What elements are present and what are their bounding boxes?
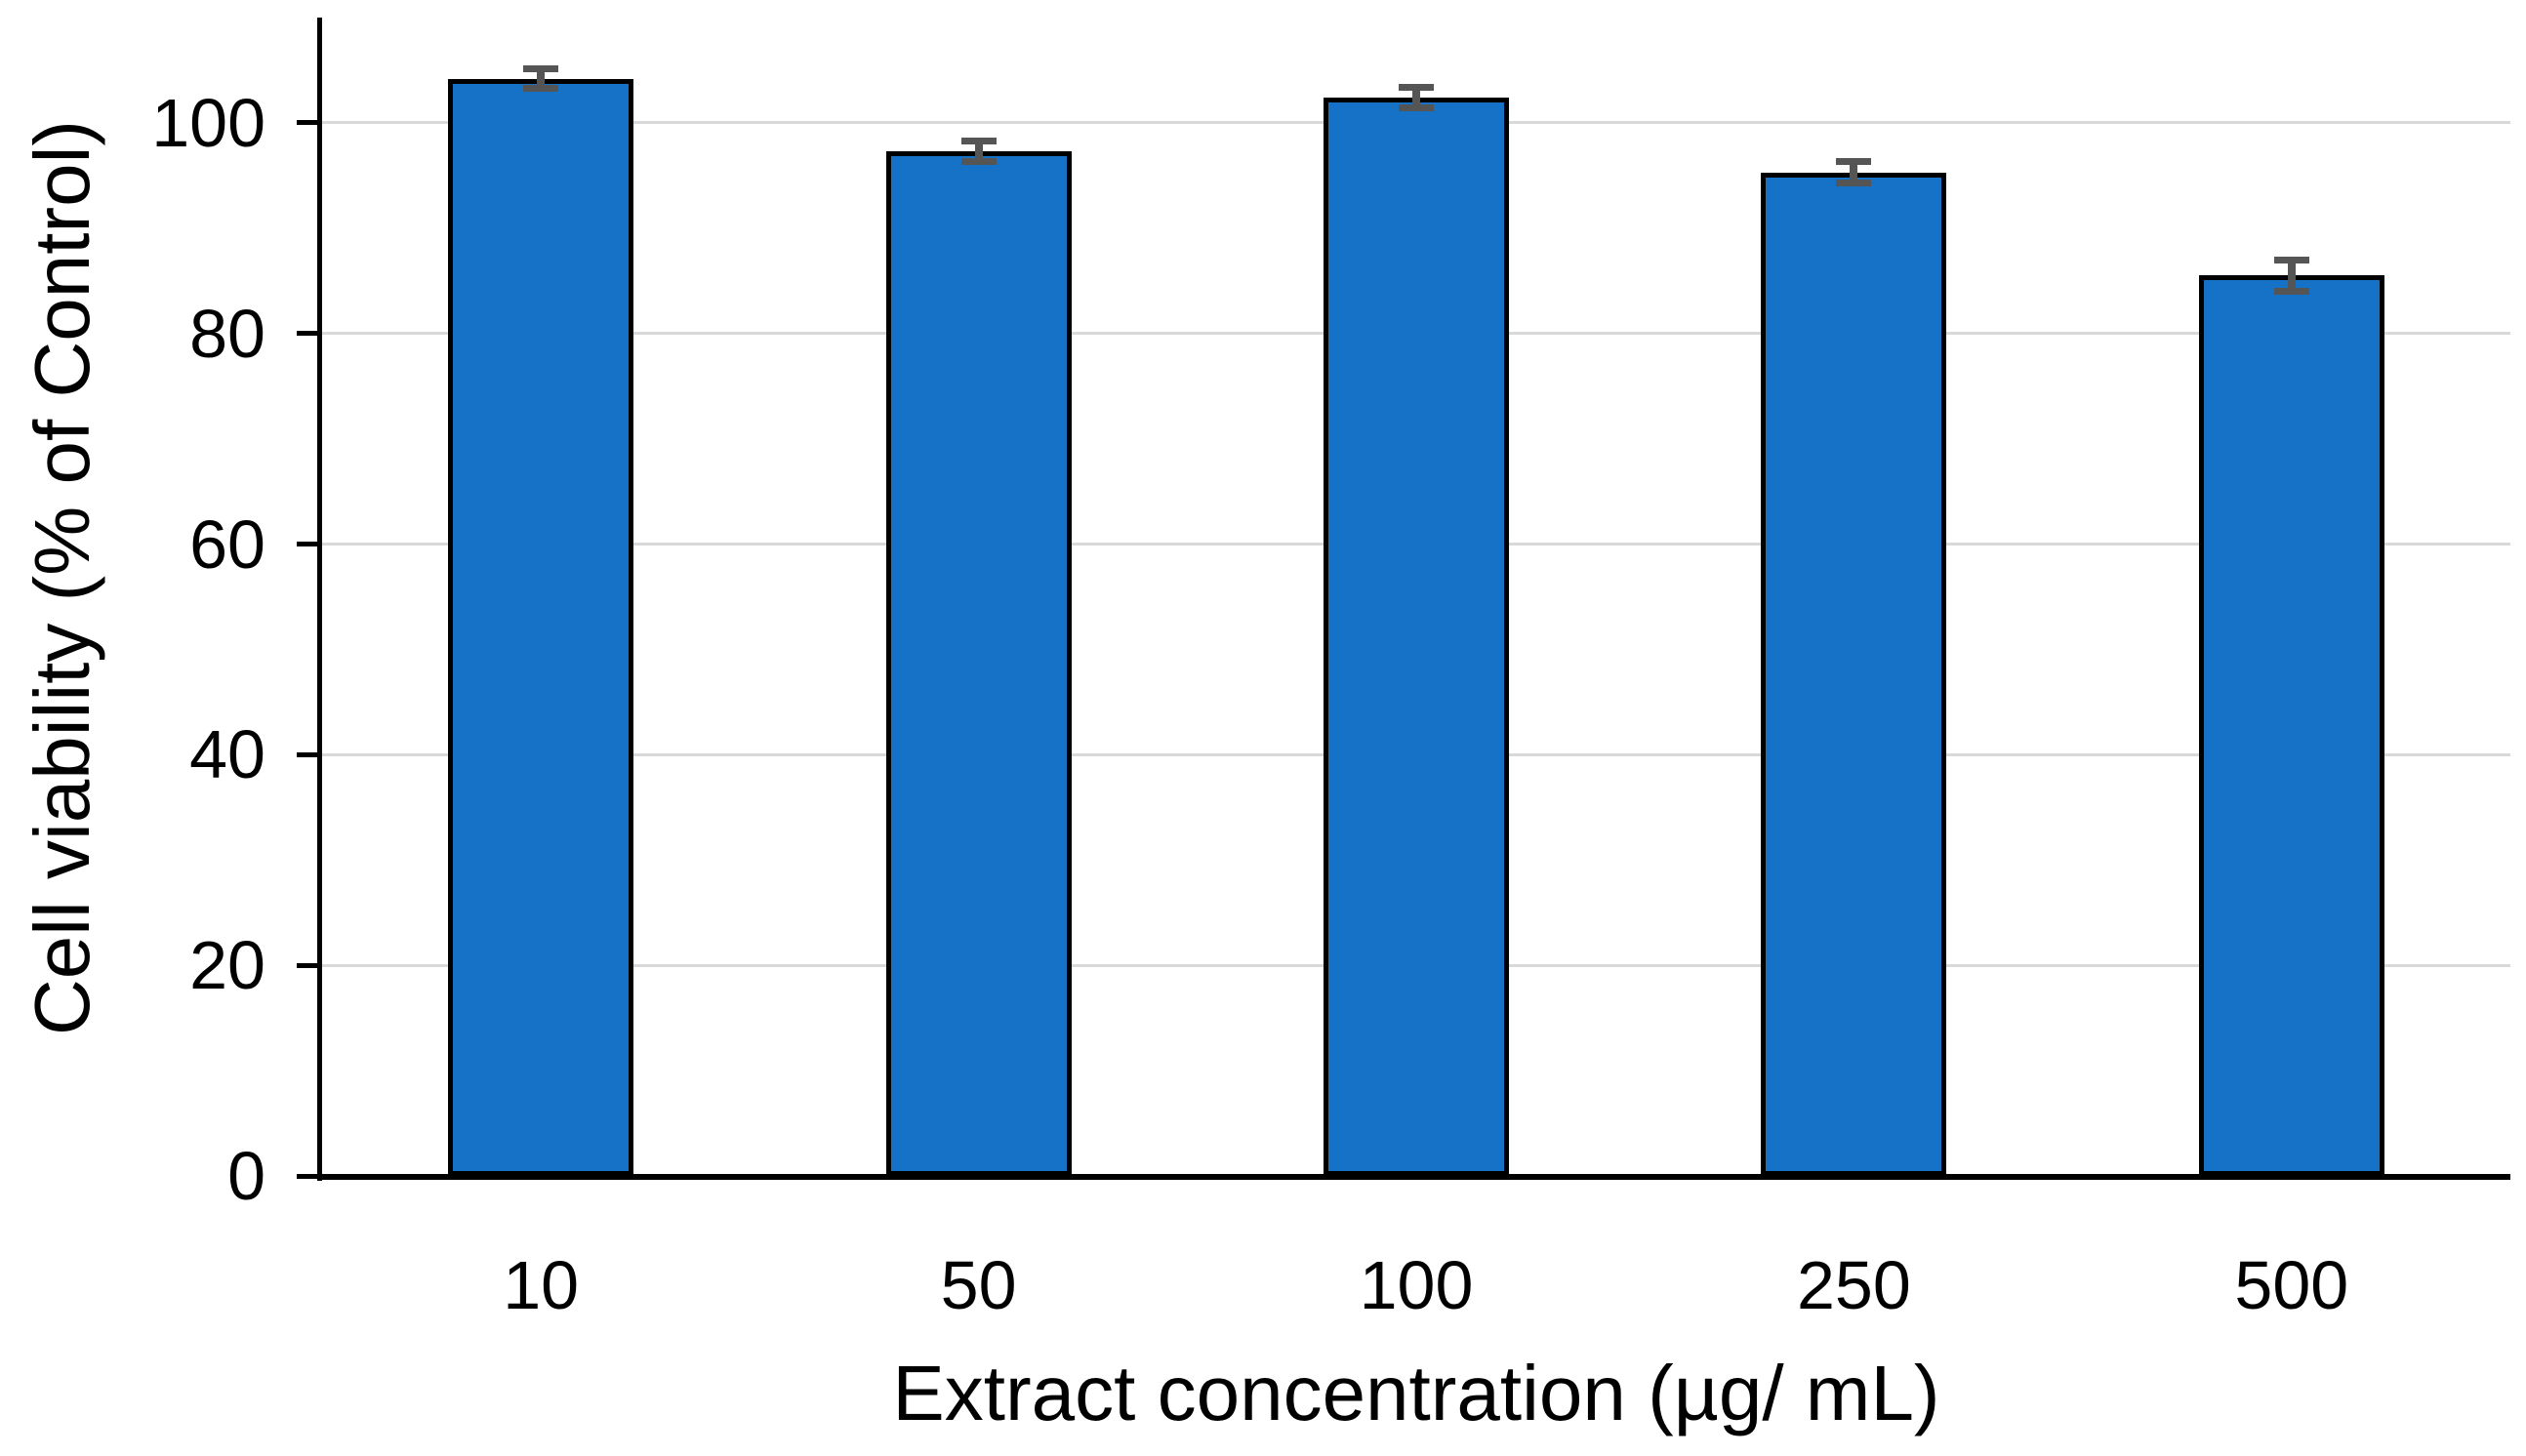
y-axis-line <box>317 18 322 1181</box>
y-tick-mark <box>297 751 322 757</box>
error-bar-cap-bottom <box>523 84 559 92</box>
y-tick-mark <box>297 120 322 126</box>
error-bar-cap-top <box>523 65 559 73</box>
x-tick-label: 500 <box>2234 1247 2349 1323</box>
bar <box>1761 172 1947 1176</box>
y-tick-label: 60 <box>189 506 265 583</box>
x-axis-line <box>317 1174 2510 1180</box>
error-bar-cap-top <box>960 137 997 144</box>
y-tick-mark <box>297 331 322 337</box>
error-bar-stem <box>974 141 983 162</box>
x-axis-title: Extract concentration (µg/ mL) <box>892 1350 1940 1436</box>
error-bar-stem <box>1850 161 1858 183</box>
x-tick-label: 100 <box>1359 1247 1474 1323</box>
y-tick-mark <box>297 1173 322 1179</box>
y-tick-label: 80 <box>189 295 265 372</box>
y-tick-label: 20 <box>189 927 265 1004</box>
y-tick-mark <box>297 962 322 968</box>
error-bar-cap-top <box>2273 256 2309 263</box>
bar <box>2198 275 2384 1176</box>
error-bar-stem <box>2287 260 2296 292</box>
plot-area <box>322 18 2510 1176</box>
x-tick-label: 50 <box>940 1247 1017 1323</box>
error-bar-stem <box>1412 87 1420 108</box>
x-tick-label: 10 <box>503 1247 580 1323</box>
error-bar-cap-top <box>1836 158 1872 166</box>
error-bar-cap-bottom <box>1399 104 1434 112</box>
y-tick-label: 100 <box>151 84 265 161</box>
y-tick-mark <box>297 542 322 547</box>
y-tick-label: 40 <box>189 716 265 793</box>
bar <box>885 151 1072 1176</box>
bar <box>1324 98 1509 1176</box>
error-bar-cap-bottom <box>1836 179 1872 186</box>
error-bar-cap-bottom <box>960 158 997 166</box>
error-bar-stem <box>537 68 546 89</box>
error-bar-cap-bottom <box>2273 288 2309 296</box>
y-tick-label: 0 <box>227 1138 265 1214</box>
error-bar-cap-top <box>1399 83 1434 91</box>
x-tick-label: 250 <box>1796 1247 1911 1323</box>
bar <box>448 78 634 1176</box>
